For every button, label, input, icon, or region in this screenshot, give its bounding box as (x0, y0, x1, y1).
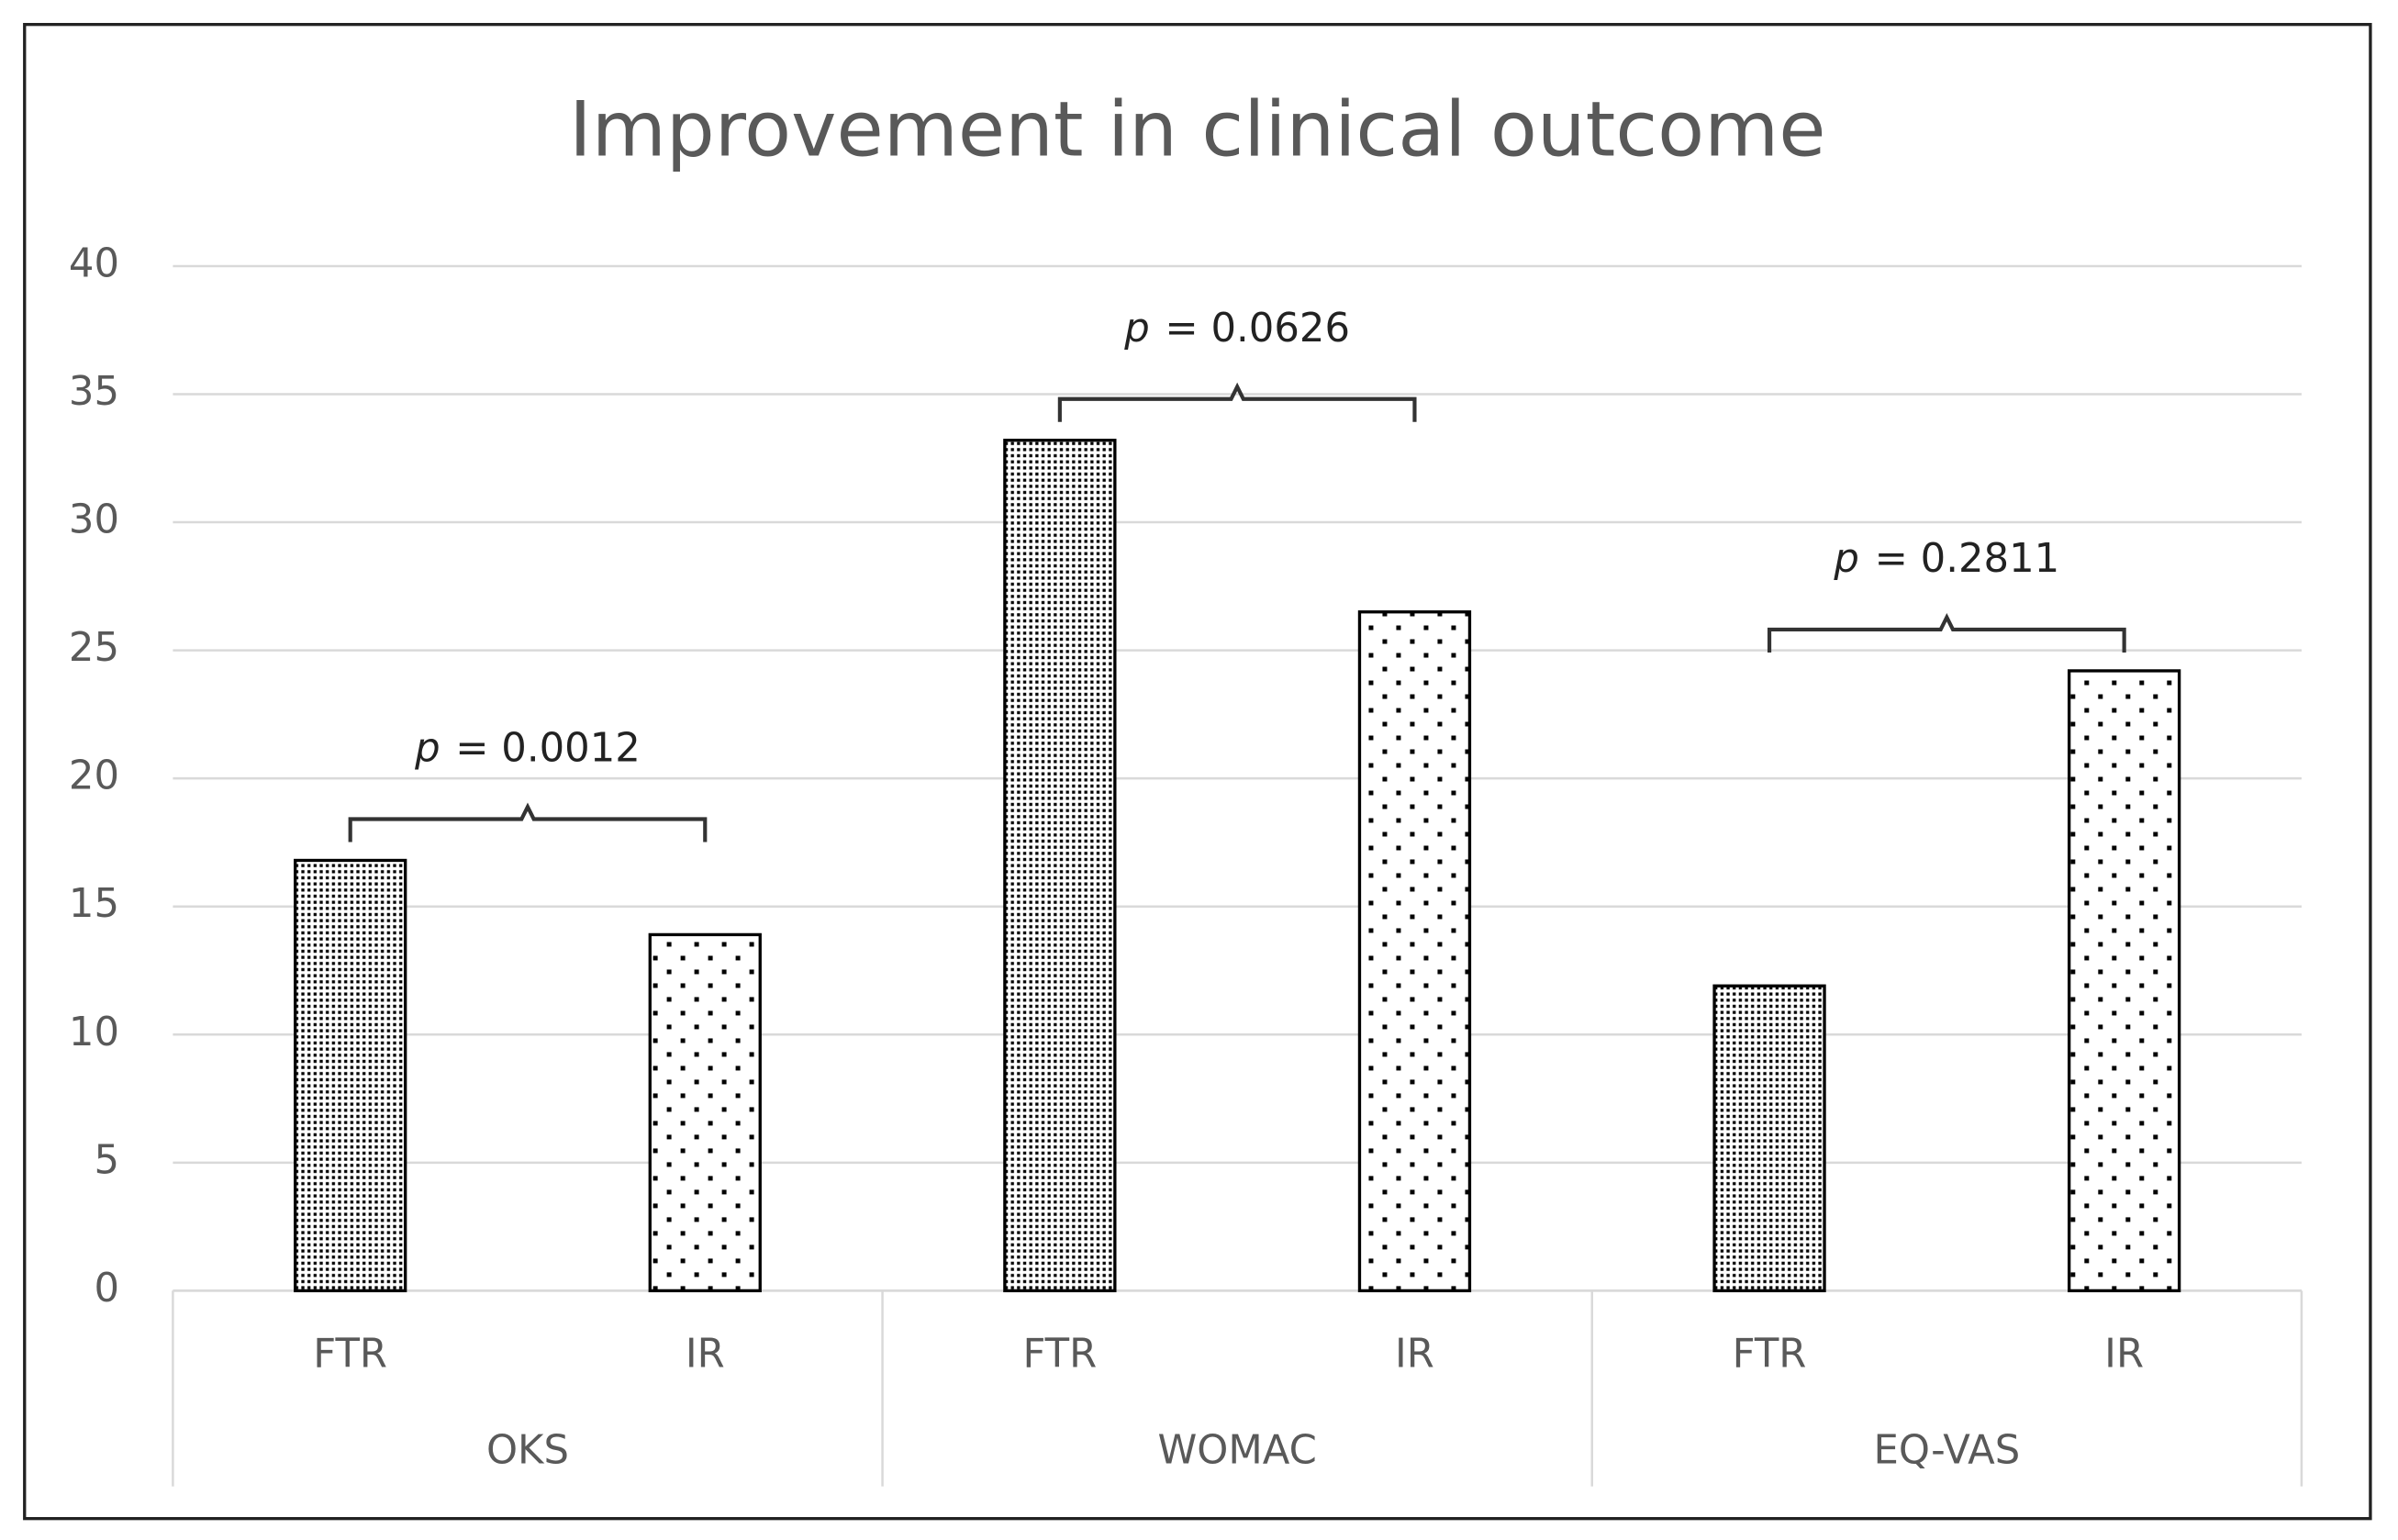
bar (648, 932, 762, 1293)
bar (1357, 610, 1472, 1293)
bar (294, 858, 407, 1293)
category-label: EQ-VAS (1873, 1428, 2020, 1474)
category-label: OKS (486, 1428, 569, 1474)
y-tick-label: 5 (95, 1137, 120, 1183)
bar (2067, 669, 2181, 1293)
p-value: = 0.0626 (1165, 305, 1350, 351)
p-value-annotation: p = 0.0626 (1123, 305, 1350, 351)
category-label: WOMAC (1157, 1428, 1316, 1474)
p-value-annotation: p = 0.0012 (414, 725, 641, 771)
series-label: IR (2104, 1332, 2144, 1378)
chart-title: Improvement in clinical outcome (569, 85, 1825, 174)
y-tick-label: 35 (69, 369, 119, 415)
p-symbol: p (414, 725, 441, 771)
series-label: FTR (1023, 1332, 1098, 1378)
series-label: IR (686, 1332, 725, 1378)
series-label: FTR (313, 1332, 387, 1378)
chart-border (23, 22, 2372, 1521)
series-label: FTR (1733, 1332, 1807, 1378)
bar (1003, 439, 1117, 1293)
y-tick-label: 20 (69, 753, 119, 799)
p-value-annotation: p = 0.2811 (1833, 535, 2059, 581)
y-tick-label: 40 (69, 240, 119, 286)
p-value: = 0.2811 (1875, 535, 2060, 581)
p-symbol: p (1833, 535, 1859, 581)
series-label: IR (1395, 1332, 1434, 1378)
y-tick-label: 25 (69, 625, 119, 671)
y-tick-label: 15 (69, 881, 119, 927)
y-tick-label: 10 (69, 1010, 119, 1055)
p-symbol: p (1123, 305, 1150, 351)
bar (1712, 984, 1826, 1293)
p-value: = 0.0012 (455, 725, 641, 771)
y-tick-label: 0 (95, 1266, 120, 1311)
significance-bracket (1057, 382, 1417, 422)
significance-bracket (1767, 612, 2126, 653)
y-tick-label: 30 (69, 497, 119, 543)
significance-bracket (348, 802, 708, 843)
